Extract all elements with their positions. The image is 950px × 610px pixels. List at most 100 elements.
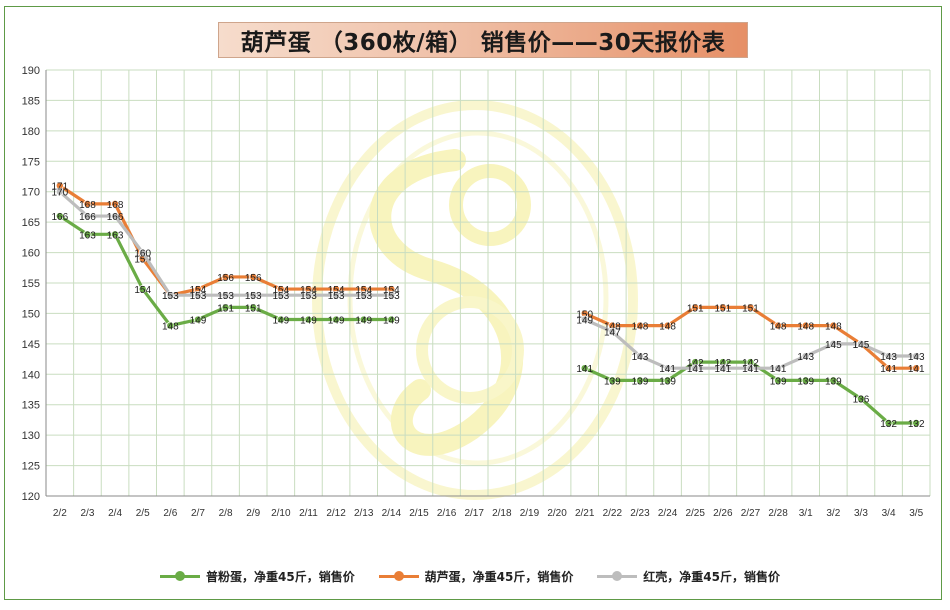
data-point	[801, 321, 810, 330]
data-point	[746, 303, 755, 312]
x-tick-label: 2/6	[163, 508, 177, 519]
data-point	[83, 212, 92, 221]
data-label: 149	[190, 316, 207, 327]
data-label: 149	[272, 316, 289, 327]
data-point	[912, 364, 921, 373]
data-label: 163	[79, 230, 96, 241]
data-point	[221, 291, 230, 300]
data-label: 153	[162, 291, 179, 302]
x-tick-label: 2/18	[492, 508, 512, 519]
data-label: 151	[217, 303, 234, 314]
x-tick-label: 2/14	[382, 508, 402, 519]
y-tick-label: 150	[22, 308, 40, 320]
data-point	[801, 352, 810, 361]
data-point	[83, 230, 92, 239]
data-point	[912, 418, 921, 427]
x-tick-label: 2/7	[191, 508, 205, 519]
data-point	[166, 291, 175, 300]
data-point	[193, 291, 202, 300]
y-tick-label: 135	[22, 400, 40, 412]
x-tick-label: 3/5	[909, 508, 923, 519]
data-label: 139	[770, 376, 787, 387]
data-label: 154	[190, 285, 207, 296]
data-point	[829, 339, 838, 348]
data-point	[746, 364, 755, 373]
data-point	[111, 199, 120, 208]
data-point	[111, 212, 120, 221]
data-point	[663, 376, 672, 385]
x-tick-label: 3/1	[799, 508, 813, 519]
data-point	[55, 212, 64, 221]
x-tick-label: 2/21	[575, 508, 595, 519]
data-label: 142	[687, 358, 704, 369]
x-tick-label: 2/13	[354, 508, 374, 519]
data-point	[884, 418, 893, 427]
data-label: 153	[355, 291, 372, 302]
data-label: 142	[714, 358, 731, 369]
data-point	[359, 291, 368, 300]
data-point	[332, 291, 341, 300]
x-tick-label: 3/2	[826, 508, 840, 519]
x-tick-label: 2/22	[603, 508, 623, 519]
watermark-logo	[312, 100, 638, 500]
data-label: 151	[714, 303, 731, 314]
data-label: 143	[880, 352, 897, 363]
data-label: 166	[107, 212, 124, 223]
x-tick-label: 2/10	[271, 508, 291, 519]
data-label: 154	[328, 285, 345, 296]
data-point	[580, 364, 589, 373]
data-label: 149	[300, 316, 317, 327]
data-label: 141	[714, 364, 731, 375]
data-label: 153	[272, 291, 289, 302]
x-tick-label: 2/4	[108, 508, 122, 519]
data-point	[304, 315, 313, 324]
legend-swatch	[378, 571, 419, 581]
y-tick-label: 185	[22, 95, 40, 107]
data-label: 141	[770, 364, 787, 375]
data-label: 154	[383, 285, 400, 296]
y-tick-label: 155	[22, 278, 40, 290]
data-point	[55, 187, 64, 196]
data-point	[221, 303, 230, 312]
data-point	[774, 376, 783, 385]
data-label: 132	[880, 419, 897, 430]
y-tick-label: 180	[22, 126, 40, 138]
data-label: 148	[659, 322, 676, 333]
data-point	[249, 272, 258, 281]
legend-swatch	[597, 571, 638, 581]
data-label: 142	[742, 358, 759, 369]
legend-item: 红壳，净重45斤，销售价	[597, 568, 780, 585]
data-label: 159	[134, 255, 151, 266]
chart-grid	[45, 69, 931, 497]
data-point	[387, 315, 396, 324]
x-tick-label: 2/19	[520, 508, 540, 519]
legend-swatch	[160, 571, 200, 581]
data-label: 139	[825, 376, 842, 387]
x-tick-label: 2/2	[53, 508, 67, 519]
data-label: 166	[79, 212, 96, 223]
data-point	[718, 303, 727, 312]
data-label: 148	[604, 322, 621, 333]
data-label: 154	[355, 285, 372, 296]
x-tick-label: 2/15	[409, 508, 429, 519]
data-label: 148	[797, 322, 814, 333]
data-point	[387, 291, 396, 300]
x-tick-label: 2/23	[630, 508, 650, 519]
x-tick-label: 2/17	[464, 508, 484, 519]
data-label: 132	[908, 419, 925, 430]
data-point	[691, 364, 700, 373]
data-label: 153	[383, 291, 400, 302]
x-tick-label: 2/26	[713, 508, 733, 519]
x-tick-label: 2/3	[80, 508, 94, 519]
y-tick-label: 170	[22, 187, 40, 199]
data-label: 149	[328, 316, 345, 327]
data-label: 136	[853, 395, 870, 406]
data-label: 160	[134, 249, 151, 260]
data-label: 151	[742, 303, 759, 314]
data-label: 168	[107, 200, 124, 211]
x-tick-label: 2/9	[246, 508, 260, 519]
